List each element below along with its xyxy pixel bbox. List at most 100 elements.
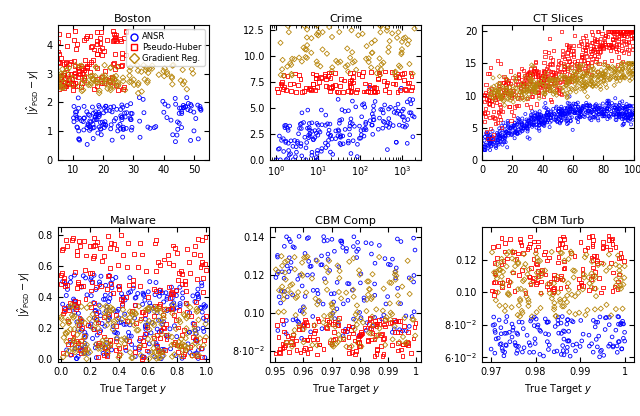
Point [486,135,497,141]
Point [109,320,119,327]
Point [99,105,109,111]
Point [619,28,629,35]
Point [92,65,102,72]
Point [500,91,511,98]
Point [122,102,132,109]
Point [532,270,542,276]
Point [106,64,116,71]
Point [484,97,494,103]
Point [603,63,613,70]
Point [591,58,601,65]
Point [593,73,604,79]
Point [500,133,511,140]
Point [611,261,621,268]
Point [400,340,410,347]
Point [273,334,284,341]
Point [78,87,88,93]
Point [601,267,611,274]
Point [500,139,511,146]
Point [282,262,292,269]
Point [106,281,116,288]
Point [74,238,84,245]
Point [162,114,172,121]
Point [116,336,127,343]
Point [103,309,113,316]
Point [593,74,603,80]
Point [69,310,79,316]
Point [548,291,558,298]
X-axis label: True Target $y$: True Target $y$ [524,382,592,396]
Point [595,83,605,90]
Point [287,343,297,350]
Point [564,93,575,100]
Point [106,342,116,348]
Point [376,23,386,30]
Point [519,91,529,97]
Point [302,54,312,61]
Point [619,74,629,80]
Point [85,124,95,130]
Point [83,121,93,127]
Point [279,344,289,350]
Point [316,63,326,69]
Point [278,341,288,348]
Point [153,259,163,265]
Point [317,145,327,152]
Point [348,330,358,337]
Point [100,68,111,74]
Point [348,243,358,250]
Point [334,120,344,126]
Point [579,104,589,110]
Point [104,298,114,305]
Point [487,287,497,294]
Point [328,299,339,305]
Point [86,80,96,87]
Point [604,76,614,82]
Point [150,354,160,360]
Point [557,91,567,98]
Point [489,114,499,121]
Point [578,283,588,290]
Point [100,81,111,87]
Point [582,307,593,313]
Point [508,82,518,89]
Point [522,125,532,132]
Point [316,253,326,259]
Point [513,92,524,98]
Point [70,69,80,76]
Point [615,106,625,112]
Point [623,118,634,124]
Point [572,60,582,67]
Point [525,77,535,84]
Point [310,127,320,134]
Point [399,114,409,120]
Point [612,68,623,74]
Point [69,103,79,110]
Point [401,87,411,94]
Point [559,265,569,272]
Point [515,238,525,245]
Point [68,80,78,87]
Point [302,235,312,242]
Point [520,124,531,131]
Point [586,117,596,124]
Point [374,317,384,323]
Point [500,87,511,94]
Point [311,154,321,161]
Point [79,67,90,73]
Point [545,85,556,92]
Point [566,78,577,84]
Point [498,268,508,275]
Point [522,71,532,77]
Point [360,104,370,111]
Point [63,77,74,84]
Point [555,90,565,97]
Point [122,317,132,324]
Point [596,42,607,49]
Point [157,321,168,327]
Point [590,48,600,54]
Point [369,88,380,95]
Point [65,304,76,310]
Point [108,74,118,81]
Point [555,111,565,117]
